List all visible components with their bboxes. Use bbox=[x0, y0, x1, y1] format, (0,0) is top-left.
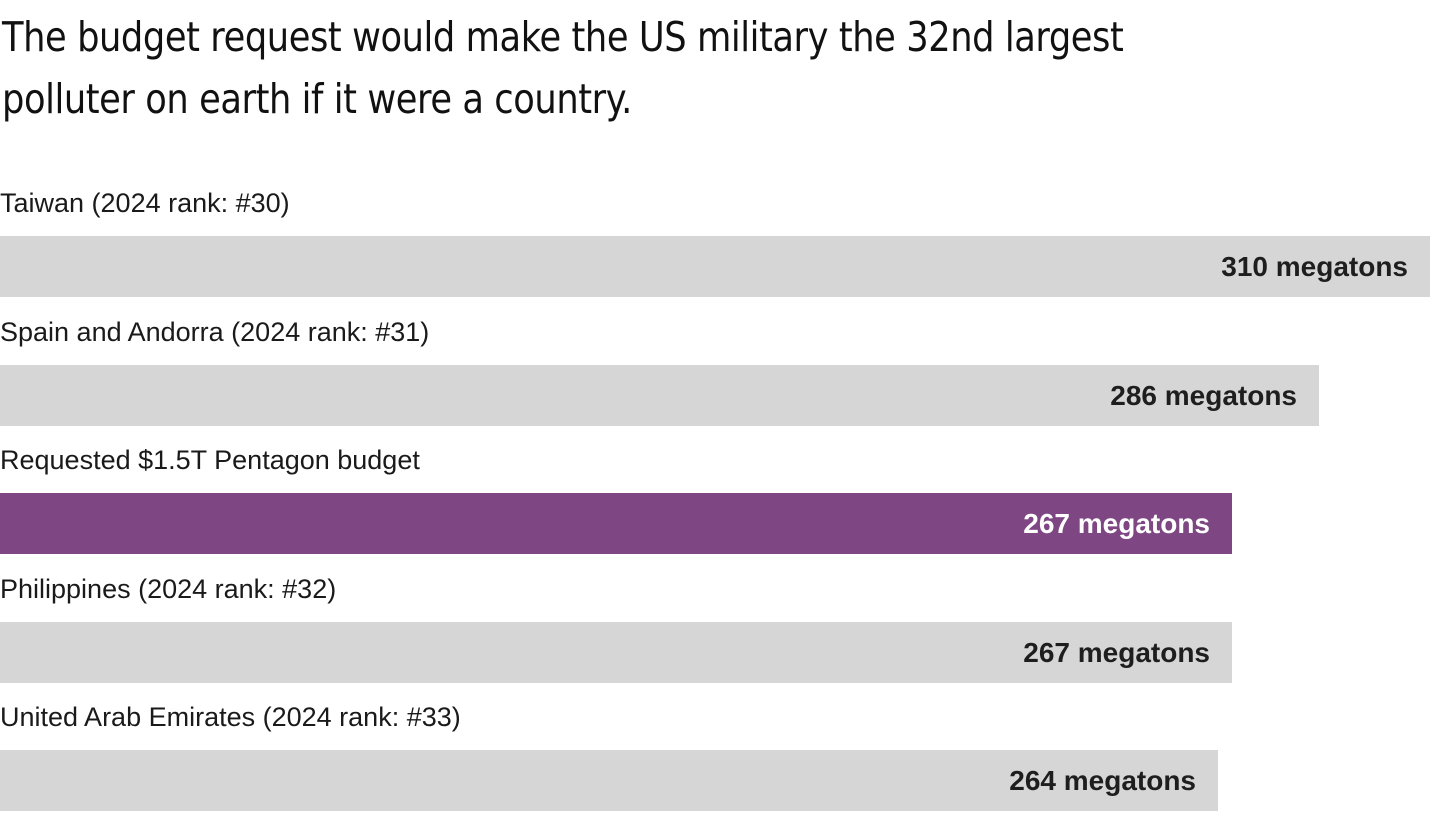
bar: 264 megatons bbox=[0, 750, 1218, 811]
bar-category-label: Philippines (2024 rank: #32) bbox=[0, 573, 337, 604]
bar-category-label: Requested $1.5T Pentagon budget bbox=[0, 445, 420, 475]
bar: 267 megatons bbox=[0, 621, 1232, 683]
bar-category-label: United Arab Emirates (2024 rank: #33) bbox=[0, 702, 461, 732]
bar-category-label: Spain and Andorra (2024 rank: #31) bbox=[0, 316, 430, 347]
bar-value-label: 310 megatons bbox=[1221, 251, 1408, 282]
bar-value-label: 267 megatons bbox=[1023, 636, 1210, 668]
bar-category-label: Taiwan (2024 rank: #30) bbox=[0, 188, 290, 218]
bar-value-label: 264 megatons bbox=[1009, 765, 1196, 796]
chart-title: The budget request would make the US mil… bbox=[2, 13, 1124, 123]
bar-highlighted: 267 megatons bbox=[0, 493, 1232, 554]
bar: 310 megatons bbox=[0, 236, 1430, 297]
bar-value-label: 267 megatons bbox=[1023, 508, 1210, 539]
bar-value-label: 286 megatons bbox=[1110, 379, 1297, 411]
bar: 286 megatons bbox=[0, 364, 1319, 426]
